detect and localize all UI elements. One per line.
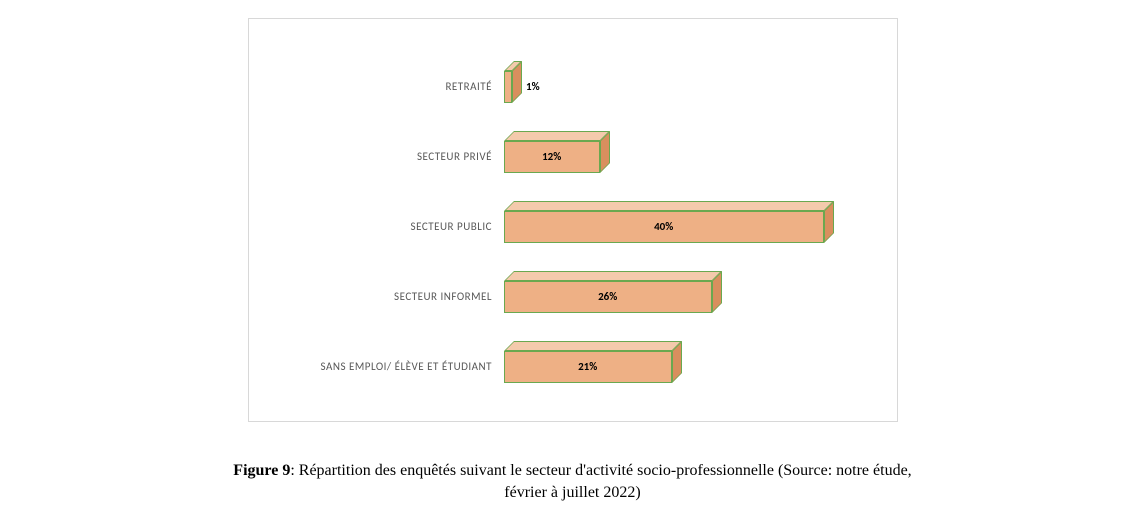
caption-line2: février à juillet 2022) [504,484,640,501]
bar-value-label: 21% [578,360,597,373]
figure-container: RETRAITÉ 1% SECTEUR PRIVÉ 12% SECTEUR PUBLIC… [0,0,1145,532]
caption-line1: : Répartition des enquêtés suivant le se… [290,462,911,479]
chart-frame: RETRAITÉ 1% SECTEUR PRIVÉ 12% SECTEUR PUBLIC… [248,18,898,422]
y-tick-label: RETRAITÉ [269,80,492,93]
bar [504,61,522,103]
y-tick-label: SECTEUR PRIVÉ [269,150,492,163]
figure-caption: Figure 9: Répartition des enquêtés suiva… [0,460,1145,505]
bar-value-label: 26% [598,290,617,303]
bar-value-label: 40% [654,220,673,233]
plot-area: RETRAITÉ 1% SECTEUR PRIVÉ 12% SECTEUR PUBLIC… [269,43,879,403]
y-tick-label: SANS EMPLOI/ ÉLÈVE ET ÉTUDIANT [269,360,492,373]
y-tick-label: SECTEUR INFORMEL [269,290,492,303]
caption-prefix: Figure 9 [233,462,290,479]
bar-value-label: 1% [526,80,540,93]
bar-value-label: 12% [542,150,561,163]
y-tick-label: SECTEUR PUBLIC [269,220,492,233]
